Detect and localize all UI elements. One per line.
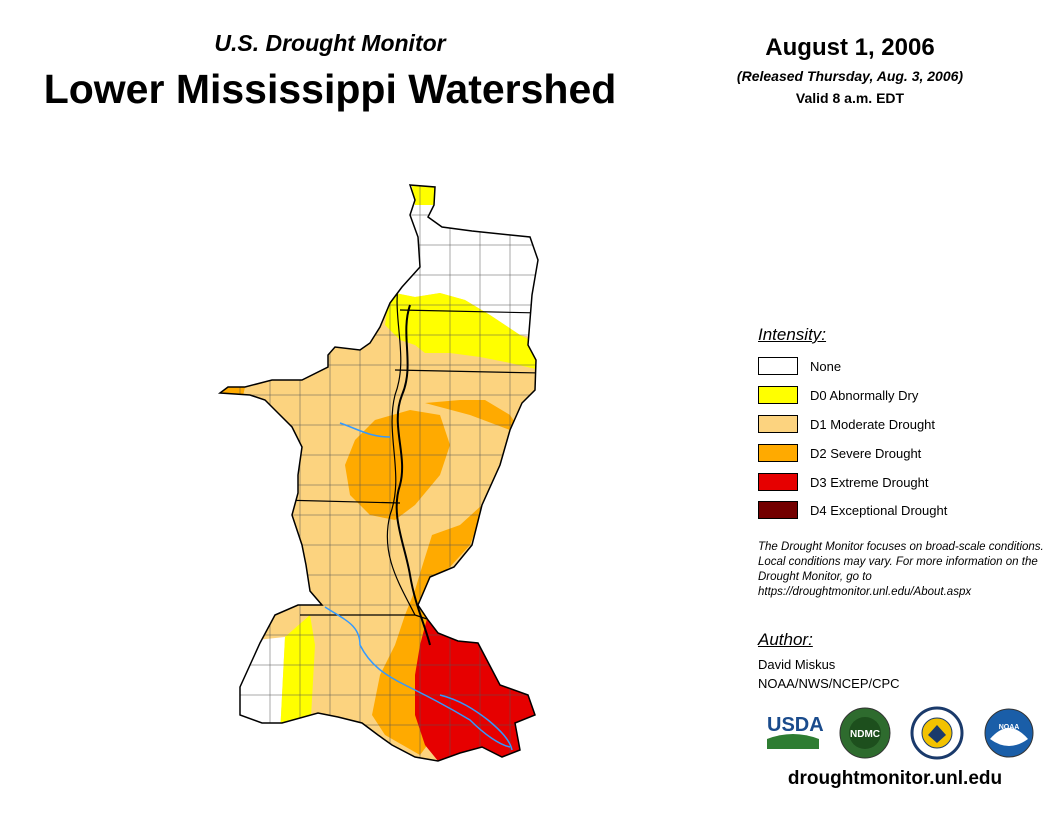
legend-label: D0 Abnormally Dry: [810, 387, 919, 403]
valid-time: Valid 8 a.m. EDT: [795, 90, 905, 106]
usda-logo[interactable]: USDA: [767, 714, 824, 749]
drought-areas: [220, 185, 538, 761]
usda-logo-text: USDA: [767, 714, 824, 736]
legend-label: D3 Extreme Drought: [810, 474, 929, 490]
agency-logos: USDA NDMC NOAA: [767, 706, 1034, 760]
website-url[interactable]: droughtmonitor.unl.edu: [787, 768, 1003, 789]
ndmc-logo[interactable]: NDMC: [839, 707, 891, 759]
disclaimer-text: The Drought Monitor focuses on broad-sca…: [758, 541, 1044, 598]
author-title: Author:: [758, 630, 813, 649]
legend-swatch: [758, 415, 798, 433]
map-subtitle: U.S. Drought Monitor: [214, 30, 446, 56]
noaa-logo[interactable]: NOAA: [984, 708, 1034, 758]
doc-seal-logo[interactable]: [910, 706, 964, 760]
rivers: [324, 422, 513, 751]
d3-extreme-area: [415, 615, 535, 761]
mississippi-delta: [439, 694, 513, 751]
d2-central-area: [345, 410, 450, 520]
mississippi-river: [395, 304, 431, 646]
none-area-southwest: [220, 637, 285, 735]
legend-item: D3 Extreme Drought: [758, 471, 929, 493]
legend-label: D1 Moderate Drought: [810, 416, 936, 432]
legend-label: None: [810, 358, 842, 374]
legend-item: None: [758, 355, 841, 377]
d2-severe-area: [372, 400, 520, 755]
legend-item: D1 Moderate Drought: [758, 413, 935, 435]
d0-north-band: [415, 293, 538, 370]
author-org: NOAA/NWS/NCEP/CPC: [758, 676, 900, 691]
d0-north-tip: [410, 185, 440, 205]
legend-item: D2 Severe Drought: [758, 442, 921, 464]
legend-label: D4 Exceptional Drought: [810, 502, 948, 518]
legend-label: D2 Severe Drought: [810, 445, 922, 461]
release-date: (Released Thursday, Aug. 3, 2006): [736, 68, 964, 84]
author-name: David Miskus: [758, 657, 836, 672]
map-date: August 1, 2006: [765, 34, 935, 61]
legend-item: D4 Exceptional Drought: [758, 499, 947, 521]
legend-swatch: [758, 357, 798, 375]
state-borders: [279, 274, 538, 621]
map-title: Lower Mississippi Watershed: [43, 66, 617, 112]
drought-map: [219, 184, 539, 762]
d0-north-west: [385, 293, 420, 345]
legend-swatch: [758, 501, 798, 519]
legend-swatch: [758, 444, 798, 462]
legend-swatch: [758, 473, 798, 491]
arkansas-river: [339, 422, 391, 438]
legend-swatch: [758, 386, 798, 404]
d0-southwest-strip: [280, 615, 315, 735]
ndmc-logo-text: NDMC: [850, 729, 880, 740]
legend-item: D0 Abnormally Dry: [758, 384, 918, 406]
legend-title: Intensity:: [758, 325, 827, 344]
atchafalaya-river: [324, 606, 511, 748]
noaa-logo-text: NOAA: [999, 724, 1020, 731]
d0-west-strip: [220, 565, 250, 645]
